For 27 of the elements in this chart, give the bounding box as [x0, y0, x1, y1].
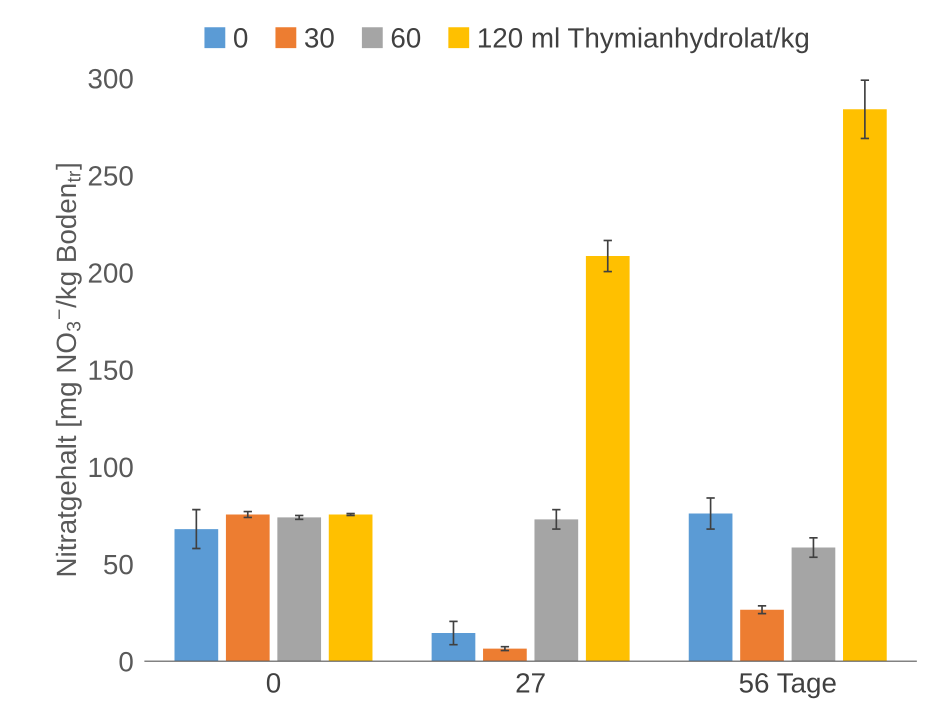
- bar: [740, 610, 784, 662]
- bar: [792, 548, 836, 662]
- legend-label: 0: [234, 28, 248, 48]
- bar: [483, 648, 527, 662]
- x-tick-label: 56 Tage: [740, 673, 836, 698]
- y-tick-label: 50: [104, 554, 133, 574]
- y-axis-title: Nitratgehalt [mg NO$_{3}$$^{−}$/kg Boden$_{tr}$]: [56, 164, 82, 576]
- legend-label: 120 ml Thymianhydrolat/kg: [478, 27, 808, 54]
- bar: [432, 633, 476, 662]
- bar: [328, 514, 372, 662]
- y-tick-label: 250: [88, 166, 133, 186]
- legend-label: 60: [392, 28, 420, 48]
- y-tick-label: 300: [88, 68, 133, 89]
- bar: [534, 519, 578, 662]
- bar: [277, 517, 322, 662]
- legend-label: 30: [304, 28, 334, 48]
- bar: [688, 514, 732, 662]
- x-tick-label: 27: [516, 673, 545, 692]
- y-tick-label: 0: [119, 652, 133, 672]
- y-tick-label: 200: [88, 263, 133, 283]
- bar: [843, 109, 887, 662]
- y-tick-label: 150: [90, 360, 133, 380]
- bar: [174, 529, 218, 662]
- y-tick-label: 100: [90, 458, 133, 478]
- bar: [586, 256, 630, 662]
- bar: [226, 514, 270, 662]
- x-tick-label: 0: [266, 673, 280, 693]
